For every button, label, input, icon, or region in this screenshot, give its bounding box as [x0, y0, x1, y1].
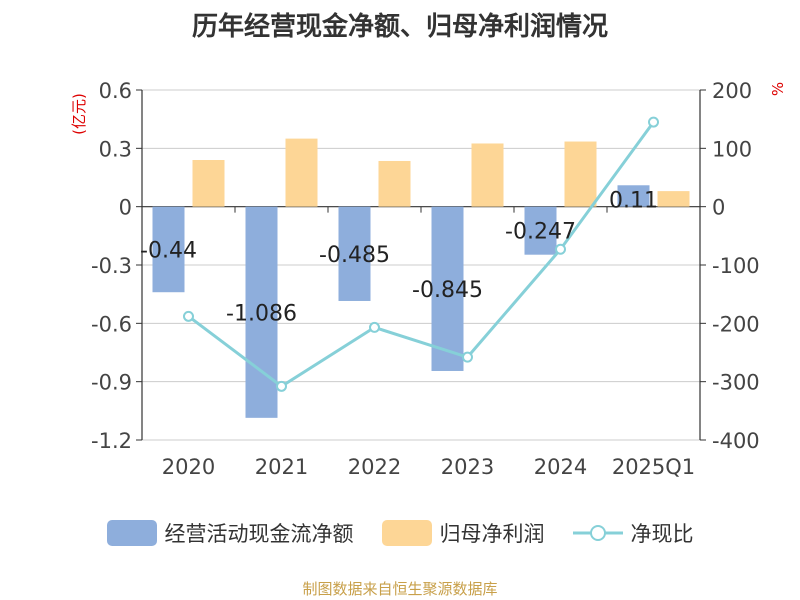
legend-swatch-profit [381, 520, 432, 546]
data-label-cash-2022: -0.485 [319, 243, 390, 268]
legend-ratio-marker [589, 525, 606, 541]
legend-swatch-cash [106, 520, 157, 546]
legend-item-cash[interactable]: 经营活动现金流净额 [106, 518, 354, 548]
bar-profit-2023 [471, 143, 504, 207]
point-ratio-2020 [183, 310, 194, 322]
line-ratio [187, 121, 655, 389]
point-ratio-2025Q1 [648, 116, 659, 128]
legend-item-profit[interactable]: 归母净利润 [381, 518, 545, 548]
left-tick-label: -0.9 [91, 371, 132, 395]
bar-cash-2020 [152, 206, 185, 293]
bar-profit-2024 [564, 141, 597, 207]
x-tick-label: 2020 [162, 455, 215, 479]
left-tick-label: 0.3 [99, 137, 132, 161]
chart-title: 历年经营现金净额、归母净利润情况 [191, 12, 608, 42]
right-unit-label: % [769, 82, 787, 96]
bar-profit-2020 [192, 160, 225, 207]
data-label-cash-2021: -1.086 [226, 301, 297, 326]
chart-plot: 0.6 0.3 0 -0.3 -0.6 -0.9 -1.2 200 100 0 -100 -200 -3… [70, 79, 787, 479]
point-ratio-2023 [462, 351, 473, 363]
x-tick-label: 2021 [255, 455, 308, 479]
point-ratio-2021 [276, 380, 287, 392]
legend-label-profit: 归母净利润 [439, 522, 545, 546]
bar-profit-2022 [378, 160, 411, 207]
bar-cash-2023 [431, 206, 464, 371]
left-tick-label: 0 [119, 196, 132, 220]
legend-item-ratio[interactable]: 净现比 [572, 518, 694, 548]
legend-label-ratio: 净现比 [630, 522, 694, 546]
data-label-cash-2020: -0.44 [140, 238, 197, 263]
data-label-cash-2024: -0.247 [505, 220, 576, 245]
bar-cash-2021 [245, 206, 278, 418]
point-ratio-2022 [369, 321, 380, 333]
right-tick-label: 200 [712, 79, 752, 103]
bar-profit-2021 [285, 138, 318, 207]
x-tick-label: 2022 [348, 455, 401, 479]
left-tick-label: -1.2 [91, 429, 132, 453]
data-label-cash-2023: -0.845 [412, 278, 483, 303]
left-unit-label: (亿元) [70, 93, 88, 135]
bar-cash-2024 [524, 206, 557, 255]
right-tick-label: -200 [712, 312, 760, 336]
left-tick-label: 0.6 [99, 79, 132, 103]
right-tick-label: -400 [712, 429, 760, 453]
x-tick-label: 2025Q1 [612, 455, 695, 479]
right-tick-label: -300 [712, 371, 760, 395]
point-ratio-2024 [555, 243, 566, 255]
bar-profit-2025Q1 [657, 191, 690, 207]
bar-cash-2022 [338, 206, 371, 301]
left-tick-label: -0.3 [91, 254, 132, 278]
bar-cash-2025Q1 [617, 185, 650, 207]
right-tick-label: -100 [712, 254, 760, 278]
x-tick-label: 2024 [534, 455, 587, 479]
source-note: 制图数据来自恒生聚源数据库 [302, 580, 498, 598]
legend-swatch-ratio [572, 525, 623, 541]
right-tick-label: 100 [712, 137, 752, 161]
legend-label-cash: 经营活动现金流净额 [164, 522, 354, 546]
right-tick-label: 0 [712, 196, 725, 220]
x-tick-label: 2023 [441, 455, 494, 479]
data-label-cash-2025Q1: 0.11 [609, 188, 658, 213]
left-tick-label: -0.6 [91, 312, 132, 336]
legend: 经营活动现金流净额 归母净利润 净现比 [0, 518, 800, 548]
